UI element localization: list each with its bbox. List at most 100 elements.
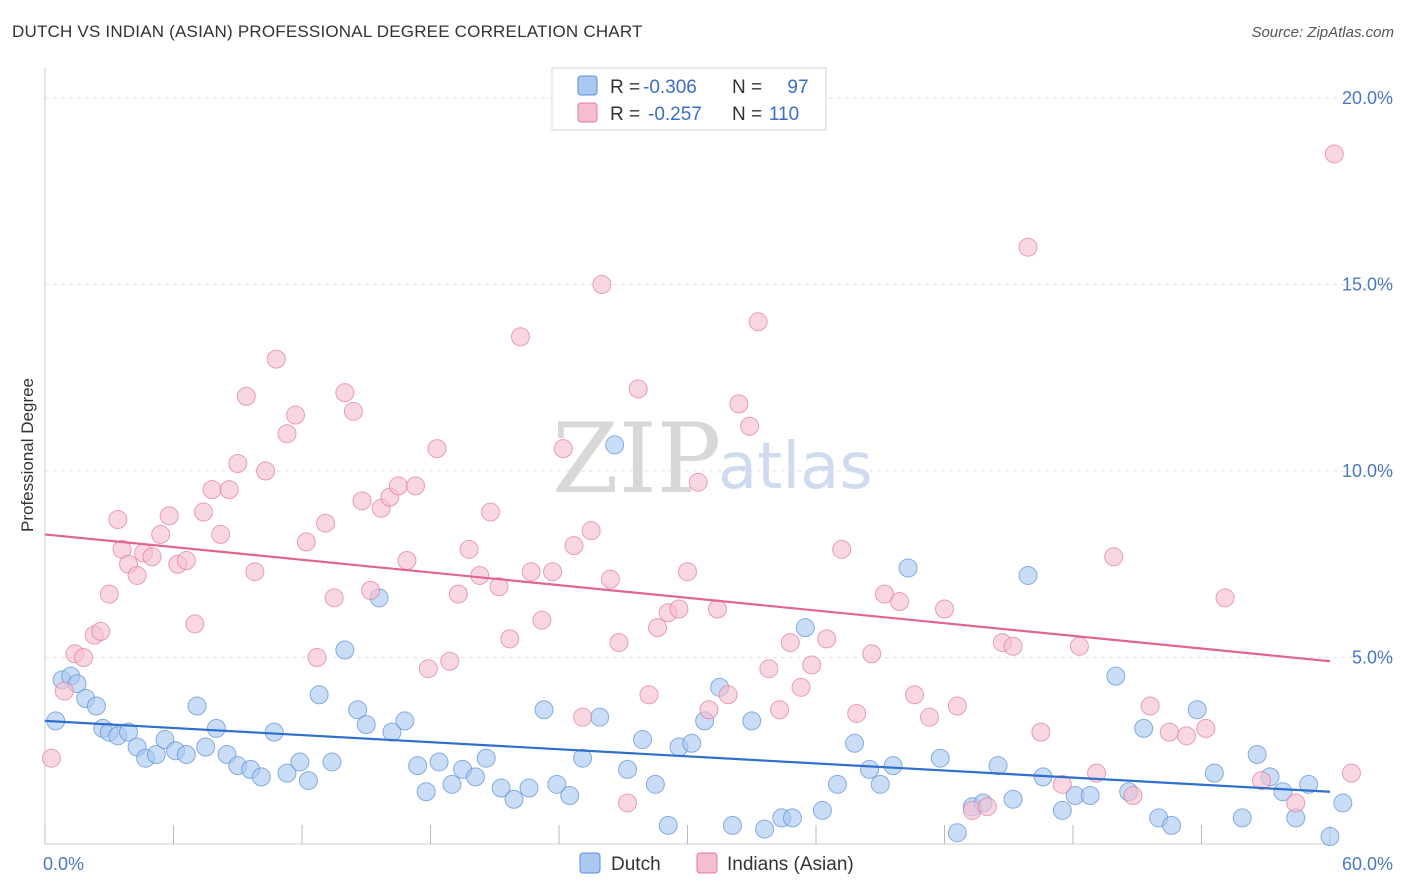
legend-swatch-dutch	[577, 75, 598, 96]
data-point	[988, 756, 1008, 776]
data-point	[742, 711, 762, 731]
data-point	[361, 580, 381, 600]
data-point	[905, 685, 925, 705]
data-point	[847, 703, 867, 723]
data-point	[245, 562, 265, 582]
data-point	[1333, 793, 1353, 813]
data-point	[1080, 786, 1100, 806]
data-point	[699, 700, 719, 720]
data-point	[1104, 547, 1124, 567]
data-point	[322, 752, 342, 772]
data-point	[219, 480, 239, 500]
data-point	[1251, 771, 1271, 791]
y-axis-title: Professional Degree	[18, 378, 37, 532]
data-point	[592, 275, 612, 294]
data-point	[343, 401, 363, 421]
data-point	[470, 565, 490, 585]
data-point	[440, 651, 460, 671]
data-point	[41, 748, 61, 768]
legend-swatch-indians	[696, 852, 718, 874]
data-point	[791, 677, 811, 697]
data-point	[185, 614, 205, 634]
data-point	[108, 509, 128, 529]
data-point	[1052, 774, 1072, 794]
data-point	[534, 700, 554, 720]
legend-swatch-dutch	[579, 852, 601, 874]
data-point	[465, 767, 485, 787]
legend-label-dutch: Dutch	[611, 854, 661, 875]
data-point	[1069, 636, 1089, 656]
data-point	[1196, 718, 1216, 738]
data-point	[429, 752, 449, 772]
data-point	[547, 774, 567, 794]
data-point	[151, 524, 171, 544]
y-tick-label: 5.0%	[1352, 648, 1393, 668]
y-tick-label: 15.0%	[1342, 275, 1393, 295]
data-point	[1204, 763, 1224, 783]
data-point	[780, 633, 800, 653]
data-point	[127, 565, 147, 585]
data-point	[176, 744, 196, 764]
data-point	[782, 808, 802, 828]
data-point	[1018, 565, 1038, 585]
data-point	[678, 562, 697, 582]
data-point	[729, 394, 749, 414]
data-point	[348, 700, 368, 720]
data-point	[119, 722, 139, 742]
data-point	[718, 685, 738, 705]
data-point	[1177, 726, 1197, 746]
data-point	[532, 610, 552, 630]
data-point	[296, 532, 316, 552]
data-point	[427, 439, 447, 459]
data-point	[935, 599, 954, 619]
data-point	[74, 648, 94, 667]
data-point	[688, 472, 708, 492]
watermark: ZIP atlas	[552, 403, 873, 515]
legend-n-value: 97	[787, 77, 808, 98]
data-point	[1215, 588, 1235, 608]
data-point	[335, 640, 355, 660]
data-point	[277, 424, 297, 444]
data-point	[1187, 700, 1207, 720]
data-point	[898, 558, 918, 578]
data-point	[947, 696, 967, 716]
trend-line-indians	[44, 533, 1331, 663]
source-label: Source: ZipAtlas.com	[1251, 24, 1394, 41]
data-point	[618, 759, 638, 779]
data-point	[648, 618, 668, 638]
data-point	[560, 786, 580, 806]
data-point	[335, 383, 355, 403]
data-point	[324, 588, 344, 608]
tick-labels: 5.0% 10.0% 15.0% 20.0% 0.0% 60.0%	[43, 88, 1393, 874]
data-point	[504, 789, 524, 809]
data-point	[480, 502, 500, 522]
data-point	[770, 700, 790, 720]
data-point	[564, 536, 584, 556]
series-dutch-points	[46, 435, 1353, 847]
data-point	[187, 696, 207, 716]
data-point	[266, 349, 286, 369]
data-point	[211, 524, 231, 544]
data-point	[812, 800, 832, 820]
data-point	[1003, 789, 1023, 809]
legend-label-indians: Indians (Asian)	[727, 854, 854, 875]
data-point	[639, 685, 659, 705]
data-point	[645, 774, 665, 794]
legend-n-label: N =	[732, 77, 762, 98]
legend-n-label: N =	[732, 104, 762, 125]
legend-n-value: 110	[769, 104, 799, 125]
data-point	[920, 707, 940, 727]
data-point	[748, 312, 768, 332]
data-point	[142, 547, 162, 567]
data-point	[459, 539, 479, 559]
data-point	[307, 648, 327, 667]
legend-box	[551, 67, 827, 131]
data-point	[553, 439, 573, 459]
data-point	[682, 733, 702, 753]
data-point	[202, 480, 222, 500]
data-point	[658, 815, 678, 835]
data-point	[875, 584, 895, 604]
data-point	[286, 405, 306, 425]
data-point	[395, 711, 415, 731]
